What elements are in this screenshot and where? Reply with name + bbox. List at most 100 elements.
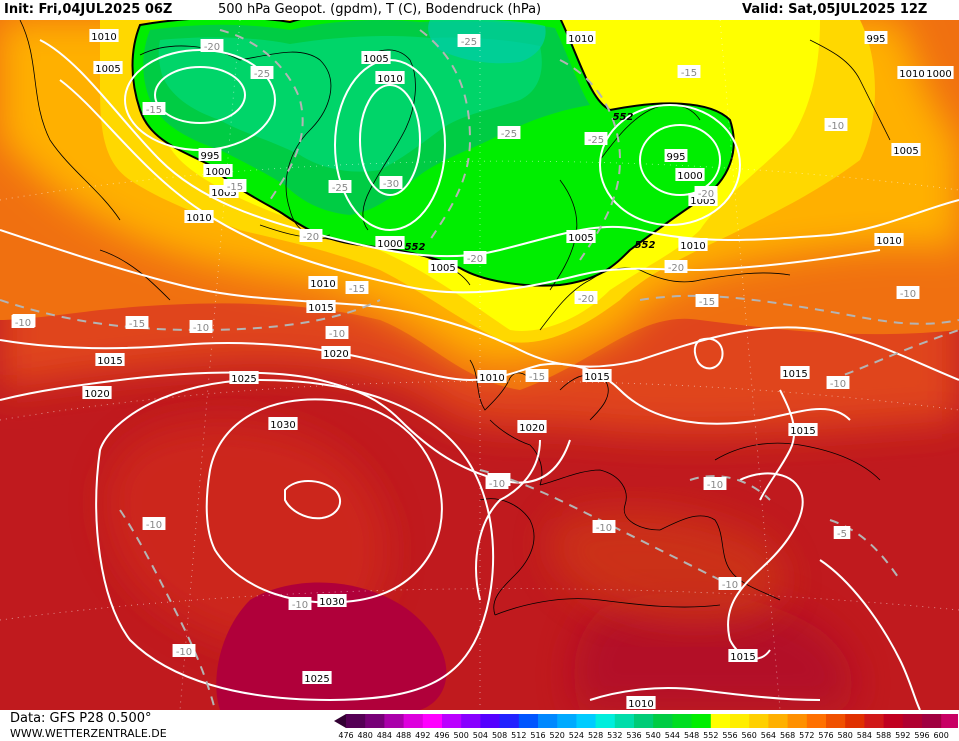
isobar-label-box (82, 386, 112, 399)
isobar-label-text: 1015 (782, 369, 807, 380)
coastlines (19, 20, 891, 616)
isotherm-label-box (142, 102, 166, 115)
isotherm-label-box (833, 526, 851, 539)
isobar-label-text: 1020 (519, 423, 544, 434)
isotherm-label-box (574, 291, 598, 304)
isotherm-label: -10 (592, 520, 616, 534)
legend-swatch (595, 714, 616, 728)
legend-tick-label: 532 (607, 731, 622, 740)
isobar-label-text: 1005 (363, 54, 388, 65)
isobar-label-text: 1000 (205, 167, 230, 178)
legend-tick-label: 548 (684, 731, 699, 740)
isobar-label-box (428, 260, 458, 273)
isobar-label-text: 1025 (304, 674, 329, 685)
valid-time: Valid: Sat,05JUL2025 12Z (742, 2, 928, 17)
isotherm-label-text: -15 (529, 372, 545, 383)
isotherm-label-text: -10 (489, 479, 505, 490)
geopotential-label: 552 (613, 112, 634, 123)
graticule (0, 20, 959, 710)
isotherm-label-text: -20 (578, 294, 594, 305)
isobar-label: 1000 (375, 236, 405, 250)
legend-swatch (845, 714, 865, 728)
isobar-label-box (517, 420, 547, 433)
isotherm-label-text: -10 (830, 379, 846, 390)
isotherm-label-text: -10 (193, 323, 209, 334)
isotherm-label: -25 (328, 180, 352, 194)
isobar-label-box (566, 31, 596, 44)
isotherm-label: -5 (833, 526, 851, 540)
data-source: Data: GFS P28 0.500° (10, 711, 152, 726)
isotherm-label-box (345, 281, 369, 294)
isotherm-label: -15 (345, 281, 369, 295)
legend-tick-label: 588 (876, 731, 891, 740)
isobar-label: 1010 (89, 29, 119, 43)
isotherm-label-box (189, 320, 213, 333)
legend-tick-label: 504 (473, 731, 488, 740)
legend-tick-label: 600 (934, 731, 949, 740)
isobar-label: 1010 (874, 233, 904, 247)
legend-swatch (941, 714, 958, 728)
isotherm-label-box (485, 476, 509, 489)
isotherm-label-text: -10 (176, 647, 192, 658)
isotherm-label-box (250, 66, 274, 79)
isotherm-label-text: -10 (828, 121, 844, 132)
isotherm-label: -10 (718, 577, 742, 591)
geopotential-label-text: 552 (613, 112, 634, 123)
legend-swatch (710, 714, 731, 728)
legend-tick-label: 536 (626, 731, 641, 740)
isotherm-label-text: -25 (588, 135, 604, 146)
legend-swatch (749, 714, 769, 728)
isotherm-label-text: -15 (227, 182, 243, 193)
isotherm-label-box (299, 229, 323, 242)
isotherm-label-text: -25 (332, 183, 348, 194)
isotherm-label: -15 (525, 369, 549, 383)
isobar-label: 995 (198, 148, 222, 162)
isotherm-label-box (824, 118, 848, 131)
isobar-label: 1005 (428, 260, 458, 274)
isobar-label-box (874, 233, 904, 246)
isobar-label: 1010 (626, 696, 656, 710)
isotherm-label-box (142, 517, 166, 530)
legend-swatch (538, 714, 558, 728)
isotherm-label: -30 (379, 176, 403, 190)
isobar-label: 1010 (566, 31, 596, 45)
legend-tick-label: 580 (838, 731, 853, 740)
isotherm-label-text: -20 (204, 42, 220, 53)
website-link[interactable]: WWW.WETTERZENTRALE.DE (10, 727, 167, 740)
legend-tick-label: 484 (377, 731, 392, 740)
isotherm-label-box (703, 477, 727, 490)
isobar-label-text: 1010 (186, 213, 211, 224)
isobar-label-text: 1000 (377, 239, 402, 250)
isobar-label: 1020 (517, 420, 547, 434)
legend-swatch (864, 714, 885, 728)
legend-swatch (557, 714, 577, 728)
isobar-label-text: 1015 (790, 426, 815, 437)
isobar-label-text: 1000 (926, 69, 951, 80)
isotherm-label-box (664, 260, 688, 273)
isobar-label-text: 1005 (690, 196, 715, 207)
isotherm-label-text: -15 (681, 68, 697, 79)
legend-tick-label: 572 (799, 731, 814, 740)
isobar-label-box (361, 51, 391, 64)
isobar-label-box (626, 696, 656, 709)
isotherm-label-text: -10 (329, 329, 345, 340)
map-header: Init: Fri,04JUL2025 06Z 500 hPa Geopot. … (0, 0, 959, 20)
isobar-label-box (302, 671, 332, 684)
isobars (0, 39, 959, 710)
isobar-label: 1015 (780, 366, 810, 380)
isobar-label: 1015 (582, 369, 612, 383)
temperature-shading (0, 20, 959, 710)
isotherm-label-box (200, 39, 224, 52)
isobar-label: 1005 (93, 61, 123, 75)
legend-swatch (672, 714, 693, 728)
isobar-label-box (664, 149, 688, 162)
legend-swatch (365, 714, 385, 728)
isobar-label-box (95, 353, 125, 366)
legend-swatch (787, 714, 808, 728)
isotherm-label-text: -10 (292, 600, 308, 611)
legend-tick-label: 520 (550, 731, 565, 740)
isobar-label: 1010 (897, 66, 927, 80)
isotherms (0, 29, 959, 710)
